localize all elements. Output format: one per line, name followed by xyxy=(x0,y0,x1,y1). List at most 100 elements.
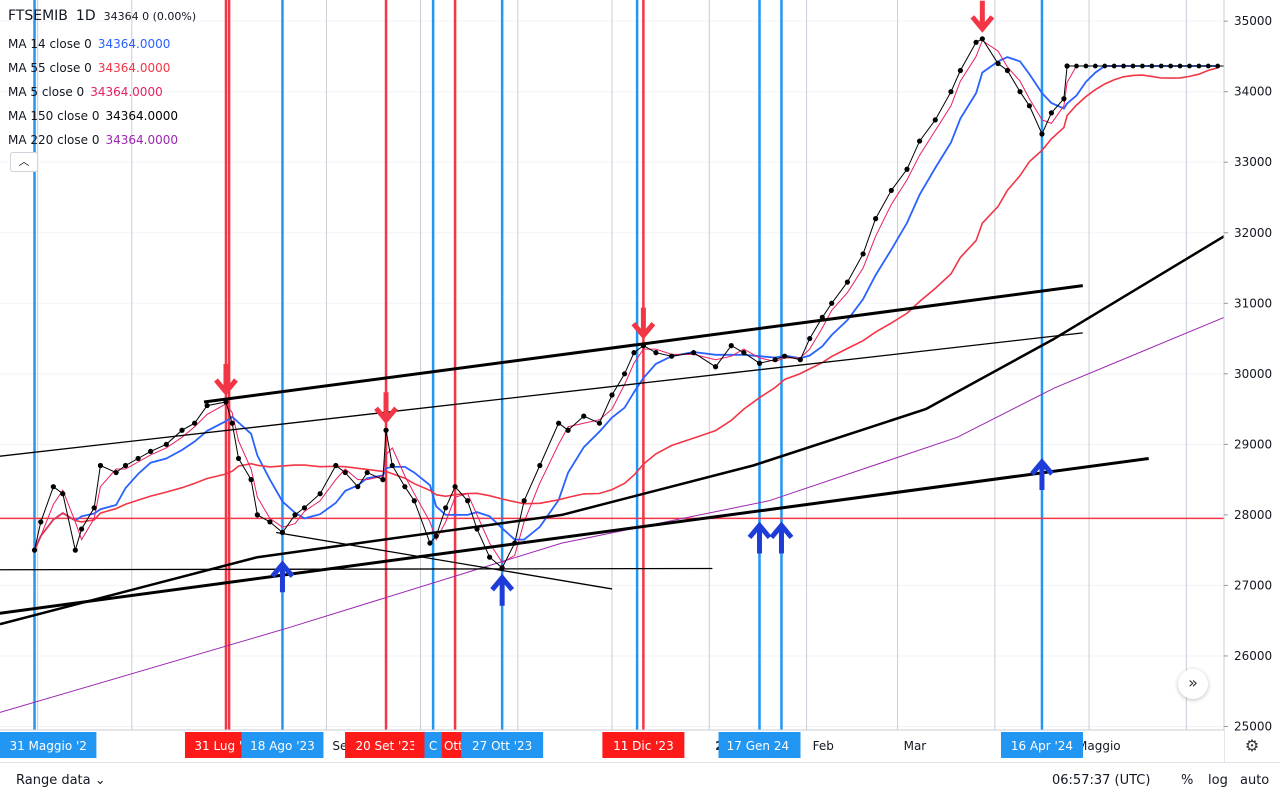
projection-point xyxy=(1121,63,1126,69)
indicator-row[interactable]: MA 220 close 0 34364.0000 xyxy=(8,128,196,152)
indicator-value: 34364.0000 xyxy=(105,133,178,147)
projection-point xyxy=(1130,63,1136,69)
date-badge xyxy=(345,732,428,758)
price-point xyxy=(995,60,1001,67)
price-point xyxy=(317,491,323,497)
date-badge-label: C xyxy=(429,739,437,753)
date-badge xyxy=(769,732,794,758)
date-badge-label: 11 Dic '23 xyxy=(613,739,674,753)
scroll-to-realtime-button[interactable]: » xyxy=(1178,669,1208,699)
price-point xyxy=(191,420,198,426)
price-point xyxy=(292,512,298,518)
time-tick-label: Feb xyxy=(813,739,834,753)
indicator-value: 34364.0000 xyxy=(97,61,171,75)
price-tick-label: 31000 xyxy=(1234,296,1272,310)
price-point xyxy=(979,36,985,42)
collapse-legend-button[interactable]: ︿ xyxy=(10,152,38,172)
price-point xyxy=(596,420,603,426)
projection-point xyxy=(1158,63,1164,69)
price-point xyxy=(565,427,571,433)
trend-line xyxy=(0,456,1149,615)
date-badge-label: 20 Set '23 xyxy=(355,739,416,753)
price-point xyxy=(97,462,104,469)
price-point xyxy=(402,484,408,490)
indicator-row[interactable]: MA 5 close 0 34364.0000 xyxy=(8,80,196,104)
price-point xyxy=(948,89,954,95)
price-point xyxy=(113,469,119,476)
arrow-down-icon xyxy=(970,0,995,33)
indicator-row[interactable]: MA 150 close 0 34364.0000 xyxy=(8,104,196,128)
date-badge-label: 24 xyxy=(774,739,789,753)
chart-canvas[interactable]: 25000 26000 27000 28000 29000 30000 31000 32000… xyxy=(0,0,1280,762)
price-point xyxy=(556,420,562,426)
price-point xyxy=(819,314,825,320)
price-point xyxy=(452,484,458,490)
price-point xyxy=(60,491,66,497)
price-tick-label: 32000 xyxy=(1234,226,1272,240)
date-badge-label: 31 Maggio '2 xyxy=(9,739,86,753)
header-value: 34364 0 (0.00%) xyxy=(103,10,197,23)
clock[interactable]: 06:57:37 (UTC) xyxy=(1052,773,1151,788)
price-point xyxy=(364,469,370,476)
indicator-row[interactable]: MA 55 close 0 34364.0000 xyxy=(8,56,196,80)
price-point xyxy=(122,462,129,469)
interval-label[interactable]: 1D xyxy=(75,8,96,24)
indicator-row[interactable]: MA 14 close 0 34364.0000 xyxy=(8,32,196,56)
price-point xyxy=(807,335,813,342)
price-point xyxy=(333,462,339,469)
price-tick-label: 29000 xyxy=(1234,437,1272,451)
price-tick-label: 30000 xyxy=(1234,367,1272,381)
projection-point xyxy=(1149,63,1155,69)
price-point xyxy=(248,477,254,483)
time-tick-label: Maggio xyxy=(1077,739,1121,753)
price-point xyxy=(301,505,308,511)
projection-point xyxy=(1205,63,1211,69)
time-tick-label: Mar xyxy=(904,739,927,753)
price-point xyxy=(772,357,778,363)
percent-toggle[interactable]: % xyxy=(1181,773,1194,788)
price-point xyxy=(904,166,910,172)
price-point xyxy=(38,519,44,525)
chevron-up-icon: ︿ xyxy=(18,155,30,168)
symbol-header: FTSEMIB 1D 34364 0 (0.00%) xyxy=(8,8,196,24)
price-point xyxy=(797,357,803,363)
price-point xyxy=(631,350,637,356)
price-tick-label: 26000 xyxy=(1234,649,1272,663)
range-data-button[interactable]: Range data ⌄ xyxy=(16,773,106,788)
price-point xyxy=(179,427,185,433)
indicator-value: 34364.0000 xyxy=(105,109,178,123)
axis-settings-button[interactable]: ⚙ xyxy=(1242,736,1262,756)
price-tick-label: 34000 xyxy=(1234,85,1272,99)
projection-point xyxy=(1074,63,1079,69)
arrow-up-icon xyxy=(490,573,515,606)
date-badge-label: 18 Ago '23 xyxy=(250,739,315,753)
date-badge xyxy=(1000,732,1083,758)
auto-toggle[interactable]: auto xyxy=(1240,773,1270,788)
price-point xyxy=(916,138,923,144)
price-point xyxy=(1061,96,1067,102)
price-point xyxy=(91,505,97,511)
indicator-value: 34364.0000 xyxy=(97,37,171,51)
price-point xyxy=(829,300,835,306)
symbol-name[interactable]: FTSEMIB xyxy=(8,8,68,24)
price-point xyxy=(741,350,747,356)
projection-point xyxy=(1140,63,1145,69)
indicator-name: MA 150 close 0 xyxy=(8,109,100,123)
arrow-up-icon xyxy=(747,521,772,554)
indicator-value: 34364.0000 xyxy=(90,85,163,99)
price-point xyxy=(782,353,788,359)
price-point xyxy=(873,216,879,222)
price-point xyxy=(512,540,518,546)
projection-point xyxy=(1092,63,1098,69)
price-point xyxy=(235,455,242,462)
log-toggle[interactable]: log xyxy=(1208,773,1228,788)
price-point xyxy=(383,427,389,433)
price-point xyxy=(279,529,286,536)
price-point xyxy=(621,371,628,377)
date-badge-label: 16 Apr '24 xyxy=(1011,739,1073,753)
date-badge xyxy=(0,732,97,758)
legend: FTSEMIB 1D 34364 0 (0.00%) MA 14 close 0… xyxy=(8,8,196,152)
price-point xyxy=(254,512,260,518)
price-point xyxy=(267,519,273,525)
